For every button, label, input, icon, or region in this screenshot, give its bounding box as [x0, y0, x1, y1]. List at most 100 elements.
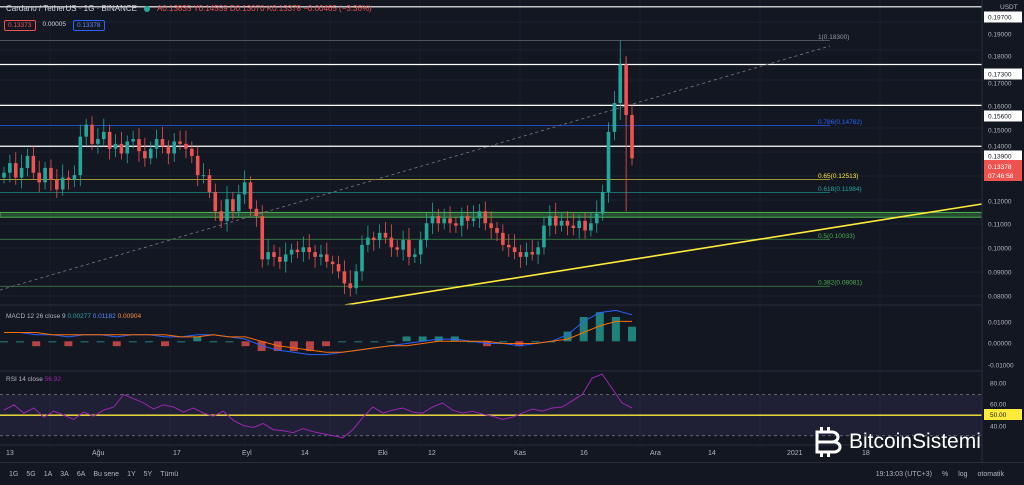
macd-signal-value: 0.00904	[117, 313, 142, 320]
price-level-tag	[984, 68, 1022, 80]
macd-histogram-bar	[628, 326, 636, 342]
candle-body	[137, 139, 141, 152]
timeframe-button[interactable]: 3A	[60, 470, 69, 478]
candle-body	[506, 244, 511, 248]
y-tick-label: 0.19000	[988, 32, 1012, 39]
timeframe-button[interactable]: 6A	[76, 470, 86, 478]
macd-histogram-bar	[128, 341, 137, 343]
timeframe-button[interactable]: 1Y	[127, 470, 136, 478]
clock-readout[interactable]: 19:13:03 (UTC+3)	[875, 470, 932, 478]
candle-body	[589, 223, 593, 231]
macd-histogram-bar	[96, 341, 105, 343]
x-tick-label: Ara	[650, 450, 661, 457]
macd-histogram-bar	[563, 331, 572, 342]
rsi-y-tick-label: 60.00	[990, 402, 1007, 409]
macd-name: MACD 12 26 close 9	[6, 313, 66, 320]
macd-label[interactable]: MACD 12 26 close 9 0.00277 0.01182 0.009…	[6, 313, 141, 320]
candle-body	[113, 143, 118, 149]
x-tick-label: Eyl	[242, 450, 252, 457]
log-toggle[interactable]: log	[958, 470, 968, 478]
y-tick-label: 0.10000	[988, 246, 1012, 253]
candle-body	[195, 155, 200, 176]
candle-body	[289, 249, 294, 255]
price-badges: 0.13373 0.00005 0.13378	[4, 20, 105, 31]
y-tick-label: 0.18000	[988, 54, 1012, 61]
macd-histogram-bar	[370, 341, 379, 343]
macd-histogram-bar	[466, 341, 475, 343]
fib-level-label: 0.65(0.12513)	[818, 173, 858, 180]
symbol-title[interactable]: Cardano / TetherUS · 1G · BINANCE	[6, 4, 138, 13]
candle-body	[313, 252, 317, 257]
candle-body	[78, 136, 83, 176]
macd-line	[4, 309, 633, 356]
candle-body	[125, 141, 130, 154]
candle-body	[530, 252, 535, 255]
candle-body	[442, 218, 446, 224]
candle-body	[336, 264, 341, 272]
ask-badge[interactable]: 0.13378	[73, 20, 105, 31]
macd-y-tick-label: 0.01000	[988, 320, 1012, 327]
timeframe-button[interactable]: 5Y	[143, 470, 153, 478]
fib-level-label: 0.618(0.11984)	[818, 186, 862, 193]
fib-level-label: 0.382(0.08081)	[818, 280, 862, 287]
candle-body	[430, 216, 435, 224]
candle-body	[166, 146, 171, 154]
macd-histogram-bar	[48, 341, 57, 343]
candle-body	[436, 216, 441, 224]
spread-badge: 0.00005	[42, 21, 67, 28]
candle-body	[454, 223, 458, 226]
timeframe-button[interactable]: Bu sene	[93, 470, 120, 478]
candle-body	[19, 167, 24, 178]
candle-body	[254, 208, 259, 217]
candle-body	[465, 216, 470, 221]
x-tick-label: 13	[6, 450, 14, 457]
current-price-label: 0.13378	[988, 164, 1012, 171]
candle-body	[483, 211, 488, 224]
candle-body	[366, 237, 370, 245]
rsi-marker-label: 50.00	[990, 412, 1007, 419]
candle-body	[60, 177, 65, 190]
timeframe-button[interactable]: 5G	[26, 470, 36, 478]
candle-body	[307, 247, 311, 253]
rsi-y-tick-label: 80.00	[990, 381, 1007, 388]
candle-body	[119, 143, 124, 154]
candle-body	[401, 240, 405, 250]
timeframe-button[interactable]: 1A	[43, 470, 53, 478]
candle-body	[424, 223, 429, 241]
macd-histogram-bar	[80, 341, 89, 343]
rsi-y-tick-label: 40.00	[990, 424, 1007, 431]
rsi-line	[3, 373, 633, 439]
bitcoin-logo-icon	[815, 427, 842, 457]
y-tick-label: 0.17000	[988, 81, 1012, 88]
candle-body	[43, 167, 47, 183]
bid-badge[interactable]: 0.13373	[4, 20, 36, 31]
candle-body	[630, 115, 634, 159]
candle-body	[190, 148, 194, 156]
candle-body	[330, 261, 335, 265]
x-tick-label: 18	[862, 450, 870, 457]
chart-header: Cardano / TetherUS · 1G · BINANCE A0.138…	[6, 4, 372, 13]
timeframe-button[interactable]: 1G	[9, 470, 19, 478]
percent-toggle[interactable]: %	[941, 470, 949, 478]
candle-body	[96, 139, 100, 144]
price-unit-label: USDT	[1000, 4, 1018, 11]
y-tick-label: 0.09000	[988, 270, 1012, 277]
candle-body	[154, 139, 159, 149]
price-level-tag	[984, 110, 1022, 122]
auto-toggle[interactable]: otomatik	[977, 470, 1004, 478]
timeframe-button[interactable]: Tümü	[160, 470, 179, 478]
trend-support-line	[344, 203, 983, 306]
rsi-label[interactable]: RSI 14 close 56.92	[6, 376, 61, 383]
candle-body	[553, 216, 558, 226]
candle-body	[542, 225, 546, 248]
macd-histogram-bar	[322, 341, 331, 347]
candle-body	[49, 167, 53, 180]
market-status-dot	[144, 5, 151, 12]
candle-body	[383, 232, 388, 238]
candle-body	[2, 172, 6, 178]
y-tick-label: 0.17300	[988, 72, 1012, 79]
candle-body	[325, 254, 329, 262]
candle-body	[260, 216, 265, 260]
candle-body	[37, 172, 42, 183]
